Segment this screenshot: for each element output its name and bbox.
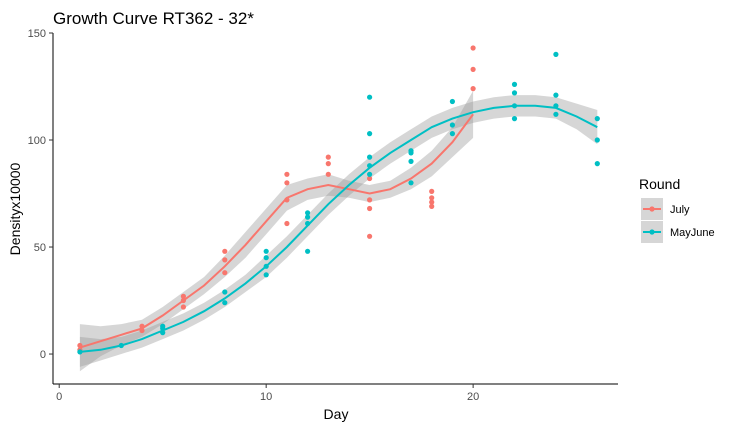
y-tick-label: 150	[28, 28, 46, 40]
data-point-0-23	[429, 195, 435, 201]
data-point-0-4	[180, 304, 186, 310]
data-point-1-24	[449, 131, 455, 137]
data-point-1-4	[160, 323, 166, 329]
data-point-1-35	[594, 161, 600, 167]
legend: Round July MayJune	[639, 176, 715, 243]
chart-title: Growth Curve RT362 - 32*	[53, 9, 254, 28]
data-point-1-9	[263, 255, 269, 261]
data-point-0-22	[429, 199, 435, 205]
data-point-1-31	[553, 111, 559, 117]
data-point-0-26	[470, 66, 476, 72]
data-point-1-29	[511, 90, 518, 96]
y-tick-label: 50	[34, 242, 46, 254]
x-tick-label: 10	[260, 391, 272, 403]
data-point-0-8	[222, 257, 228, 263]
legend-label-1: MayJune	[670, 227, 715, 239]
x-tick-label: 0	[56, 391, 62, 403]
data-point-1-27	[511, 116, 518, 122]
data-point-0-7	[222, 270, 228, 276]
data-point-0-19	[367, 197, 373, 203]
legend-key-dot-1	[649, 229, 655, 235]
data-point-0-6	[180, 293, 186, 299]
data-point-1-34	[553, 51, 559, 58]
data-point-0-21	[429, 203, 435, 209]
x-axis-title: Day	[324, 406, 349, 422]
data-point-0-10	[284, 220, 290, 227]
data-point-1-33	[553, 92, 559, 98]
legend-key-dot-0	[649, 206, 655, 212]
data-point-1-30	[511, 81, 518, 87]
data-point-1-19	[367, 94, 373, 100]
data-point-1-20	[408, 180, 414, 186]
data-point-0-25	[470, 86, 476, 92]
data-point-1-13	[305, 214, 311, 220]
y-tick-label: 100	[28, 135, 46, 147]
data-point-1-26	[449, 98, 455, 105]
data-point-0-18	[367, 205, 373, 212]
data-point-0-17	[367, 233, 373, 239]
data-point-0-24	[429, 188, 435, 194]
data-point-1-11	[305, 248, 311, 254]
data-point-1-6	[222, 289, 228, 295]
x-tick-label: 20	[467, 391, 479, 403]
legend-label-0: July	[670, 204, 690, 216]
confidence-band-1	[79, 95, 598, 367]
confidence-band-0	[79, 90, 474, 372]
data-point-0-27	[470, 45, 476, 51]
data-point-1-5	[222, 300, 228, 306]
data-point-0-15	[325, 161, 331, 167]
data-point-0-9	[222, 248, 228, 254]
legend-title: Round	[639, 176, 680, 192]
data-point-1-23	[408, 148, 414, 154]
data-point-0-20	[367, 175, 373, 182]
data-point-1-25	[449, 122, 455, 128]
data-point-0-12	[284, 180, 290, 186]
y-tick-label: 0	[40, 349, 46, 361]
data-point-1-36	[594, 137, 600, 143]
data-point-1-17	[367, 154, 373, 160]
y-axis-title: Densityx10000	[7, 162, 23, 255]
data-point-1-7	[263, 272, 269, 278]
data-point-1-21	[408, 158, 414, 164]
data-point-0-14	[325, 171, 331, 177]
data-point-1-37	[594, 116, 600, 122]
data-point-1-15	[367, 171, 373, 177]
data-point-1-14	[305, 210, 311, 216]
plot-area: 0 10 20 0 50 100 150	[28, 28, 618, 403]
smooth-line-1	[79, 104, 598, 353]
data-point-0-13	[284, 171, 290, 177]
smooth-line-0	[79, 113, 474, 349]
data-point-1-18	[367, 131, 373, 137]
data-point-0-16	[325, 154, 331, 160]
data-point-1-10	[263, 248, 269, 254]
